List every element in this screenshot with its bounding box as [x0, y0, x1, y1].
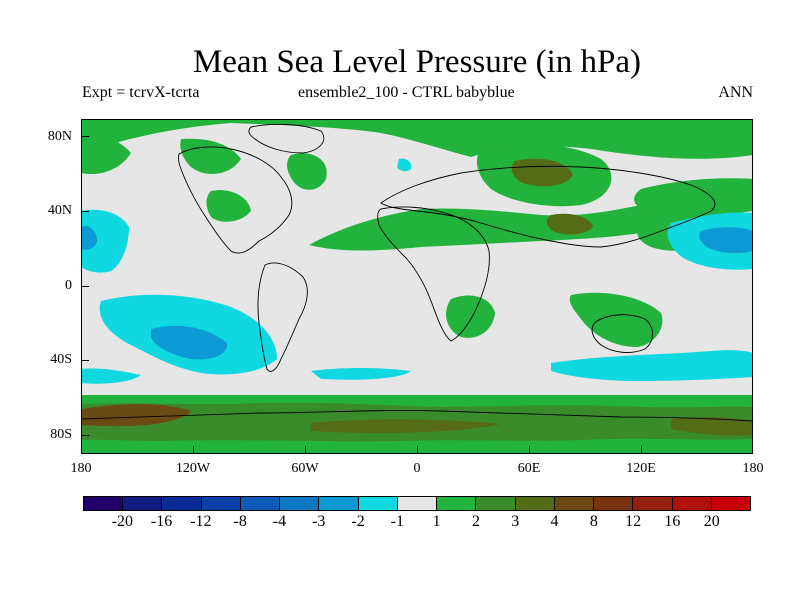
arctic-positive-region: [81, 119, 753, 159]
colorbar-label: 20: [703, 513, 720, 530]
x-tick: [529, 446, 530, 454]
y-tick: [81, 435, 89, 436]
colorbar-label: 12: [625, 513, 642, 530]
north-america-coast: [178, 146, 293, 254]
subtitle-experiment: Expt = tcrvX-tcrta: [82, 84, 200, 101]
y-tick: [81, 136, 89, 137]
antarctic-brown-left: [81, 404, 191, 427]
colorbar: [83, 496, 751, 511]
x-tick: [193, 446, 194, 454]
chart-title: Mean Sea Level Pressure (in hPa): [192, 44, 642, 80]
australia-coast: [591, 314, 653, 353]
x-label-0: 0: [413, 461, 421, 476]
colorbar-swatch: [554, 497, 595, 510]
x-label-180-left: 180: [70, 461, 92, 476]
tibet-dark-positive: [546, 213, 593, 235]
greenland-sea-negative: [397, 158, 412, 172]
colorbar-label: 1: [432, 513, 441, 530]
coastlines: [81, 123, 753, 422]
southern-africa-positive: [446, 295, 495, 338]
colorbar-swatch: [672, 497, 712, 510]
y-label-0: 0: [65, 278, 72, 293]
colorbar-label: -8: [233, 513, 247, 530]
north-pacific-negative-west: [81, 209, 129, 273]
south-pacific-negative-strip: [81, 368, 141, 384]
colorbar-label: 8: [589, 513, 598, 530]
y-label-80s: 80S: [50, 427, 72, 442]
colorbar-label: -3: [312, 513, 326, 530]
north-america-positive-2: [287, 153, 327, 190]
colorbar-label: 16: [664, 513, 681, 530]
south-pacific-negative-core: [151, 325, 228, 360]
greenland-coast: [248, 123, 325, 154]
subtitle-ensemble: ensemble2_100 - CTRL babyblue: [298, 84, 515, 101]
colorbar-swatch: [319, 497, 359, 510]
y-tick: [81, 360, 89, 361]
colorbar-swatch: [123, 497, 163, 510]
x-label-60w: 60W: [291, 461, 319, 476]
colorbar-swatch: [201, 497, 241, 510]
australia-positive: [569, 292, 663, 347]
subtropical-positive-belt: [309, 187, 753, 251]
x-label-180-right: 180: [742, 461, 764, 476]
x-tick: [641, 446, 642, 454]
y-tick: [81, 286, 89, 287]
south-america-coast: [257, 262, 308, 372]
siberia-dark-positive: [511, 158, 573, 187]
south-indian-negative: [551, 350, 753, 381]
north-pacific-positive: [81, 129, 131, 175]
subtitle-season: ANN: [718, 84, 753, 101]
west-atlantic-positive: [206, 190, 251, 222]
colorbar-label: -4: [272, 513, 287, 530]
colorbar-label: -16: [150, 513, 173, 530]
y-label-80n: 80N: [47, 129, 72, 144]
colorbar-label: -2: [351, 513, 365, 530]
pressure-anomaly-map: [81, 119, 753, 454]
colorbar-label: -1: [390, 513, 404, 530]
x-label-120e: 120E: [626, 461, 656, 476]
colorbar-swatch: [594, 497, 634, 510]
x-label-120w: 120W: [175, 461, 211, 476]
x-tick: [417, 446, 418, 454]
north-america-positive: [180, 138, 241, 174]
north-pacific-negative-core-west: [81, 225, 97, 250]
colorbar-swatch: [476, 497, 516, 510]
colorbar-label: -20: [111, 513, 133, 530]
colorbar-label: 2: [471, 513, 480, 530]
colorbar-swatch: [437, 497, 477, 510]
colorbar-label: 3: [511, 513, 520, 530]
map-panel: [81, 119, 753, 454]
colorbar-swatch: [515, 497, 555, 510]
south-atlantic-negative: [311, 368, 411, 380]
y-label-40s: 40S: [50, 352, 72, 367]
x-label-60e: 60E: [517, 461, 541, 476]
colorbar-swatch: [280, 497, 320, 510]
north-pacific-negative-core-east: [699, 227, 753, 254]
antarctic-olive: [311, 419, 501, 433]
antarctica-coast: [81, 409, 753, 422]
colorbar-label: -12: [190, 513, 212, 530]
colorbar-swatch: [162, 497, 202, 510]
colorbar-swatch: [711, 497, 750, 510]
antarctic-olive-right: [671, 416, 753, 436]
northwest-pacific-positive: [634, 178, 753, 211]
y-label-40n: 40N: [47, 203, 72, 218]
colorbar-swatch: [240, 497, 281, 510]
colorbar-swatch: [633, 497, 673, 510]
eurasia-coast: [380, 165, 716, 248]
x-tick: [305, 446, 306, 454]
colorbar-swatch: [397, 497, 438, 510]
colorbar-label: 4: [550, 513, 559, 530]
y-tick: [81, 211, 89, 212]
colorbar-swatch: [84, 497, 124, 510]
colorbar-swatch: [358, 497, 398, 510]
